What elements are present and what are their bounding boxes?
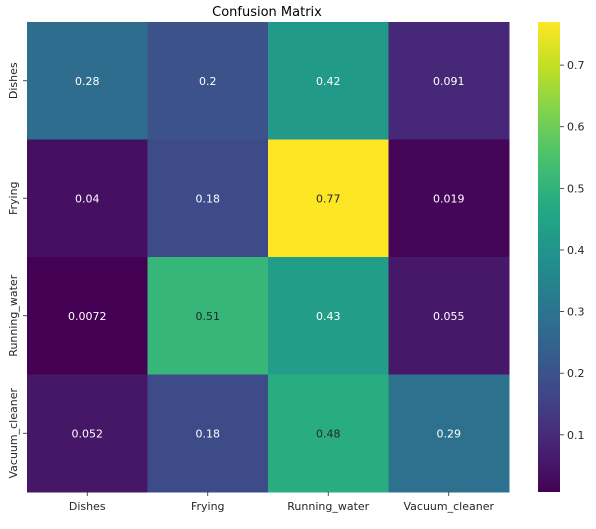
colorbar-tick-label: 0.7 bbox=[567, 59, 585, 72]
colorbar: 0.1 0.2 0.3 0.4 0.5 0.6 0.7 bbox=[538, 22, 585, 492]
cell-value-label: 0.055 bbox=[433, 310, 465, 323]
chart-title: Confusion Matrix bbox=[212, 5, 322, 20]
cell-value-label: 0.42 bbox=[316, 75, 341, 88]
y-tick-label: Vacuum_cleaner bbox=[7, 388, 20, 479]
heatmap-cell bbox=[147, 257, 269, 375]
cell-value-label: 0.091 bbox=[433, 75, 465, 88]
y-tick-label: Running_water bbox=[7, 274, 20, 356]
colorbar-tick-label: 0.3 bbox=[567, 306, 585, 319]
x-tick-label: Dishes bbox=[69, 500, 106, 513]
heatmap-cell bbox=[268, 22, 389, 140]
heatmap-cells: 0.28 0.2 0.42 0.091 0.04 0.18 0.77 0.019 0.0072 0… bbox=[27, 22, 510, 493]
x-tick-label: Running_water bbox=[287, 500, 369, 513]
heatmap-cell bbox=[27, 374, 148, 493]
y-tick-label: Frying bbox=[7, 181, 20, 215]
heatmap-cell bbox=[147, 374, 269, 493]
x-tick-label: Vacuum_cleaner bbox=[404, 500, 495, 513]
heatmap-cell bbox=[268, 374, 389, 493]
heatmap-cell bbox=[147, 22, 269, 140]
cell-value-label: 0.77 bbox=[316, 192, 341, 205]
cell-value-label: 0.29 bbox=[437, 427, 462, 440]
x-tick-label: Frying bbox=[191, 500, 225, 513]
cell-value-label: 0.18 bbox=[196, 427, 221, 440]
cell-value-label: 0.28 bbox=[75, 75, 100, 88]
cell-value-label: 0.052 bbox=[72, 427, 104, 440]
cell-value-label: 0.019 bbox=[433, 192, 465, 205]
heatmap-cell bbox=[27, 22, 148, 140]
heatmap-cell bbox=[27, 139, 148, 258]
heatmap-cell bbox=[268, 257, 389, 375]
colorbar-tick-label: 0.6 bbox=[567, 121, 585, 134]
colorbar-gradient bbox=[538, 22, 560, 492]
cell-value-label: 0.04 bbox=[75, 192, 100, 205]
x-axis-ticks: Dishes Frying Running_water Vacuum_cleaner bbox=[69, 492, 495, 513]
heatmap-cell bbox=[27, 257, 148, 375]
heatmap-cell bbox=[388, 257, 510, 375]
colorbar-ticks: 0.1 0.2 0.3 0.4 0.5 0.6 0.7 bbox=[560, 59, 585, 442]
heatmap-cell bbox=[388, 139, 510, 258]
cell-value-label: 0.2 bbox=[199, 75, 217, 88]
heatmap-cell bbox=[147, 139, 269, 258]
heatmap-cell bbox=[388, 22, 510, 140]
colorbar-tick-label: 0.5 bbox=[567, 182, 585, 195]
heatmap-cell bbox=[268, 139, 389, 258]
cell-value-label: 0.43 bbox=[316, 310, 341, 323]
heatmap-cell bbox=[388, 374, 510, 493]
colorbar-tick-label: 0.1 bbox=[567, 429, 585, 442]
cell-value-label: 0.0072 bbox=[68, 310, 107, 323]
cell-value-label: 0.51 bbox=[196, 310, 221, 323]
y-tick-label: Dishes bbox=[7, 62, 20, 99]
cell-value-label: 0.18 bbox=[196, 192, 221, 205]
cell-value-label: 0.48 bbox=[316, 427, 341, 440]
y-axis-ticks: Dishes Frying Running_water Vacuum_cleaner bbox=[7, 62, 27, 479]
colorbar-tick-label: 0.2 bbox=[567, 367, 585, 380]
colorbar-tick-label: 0.4 bbox=[567, 244, 585, 257]
